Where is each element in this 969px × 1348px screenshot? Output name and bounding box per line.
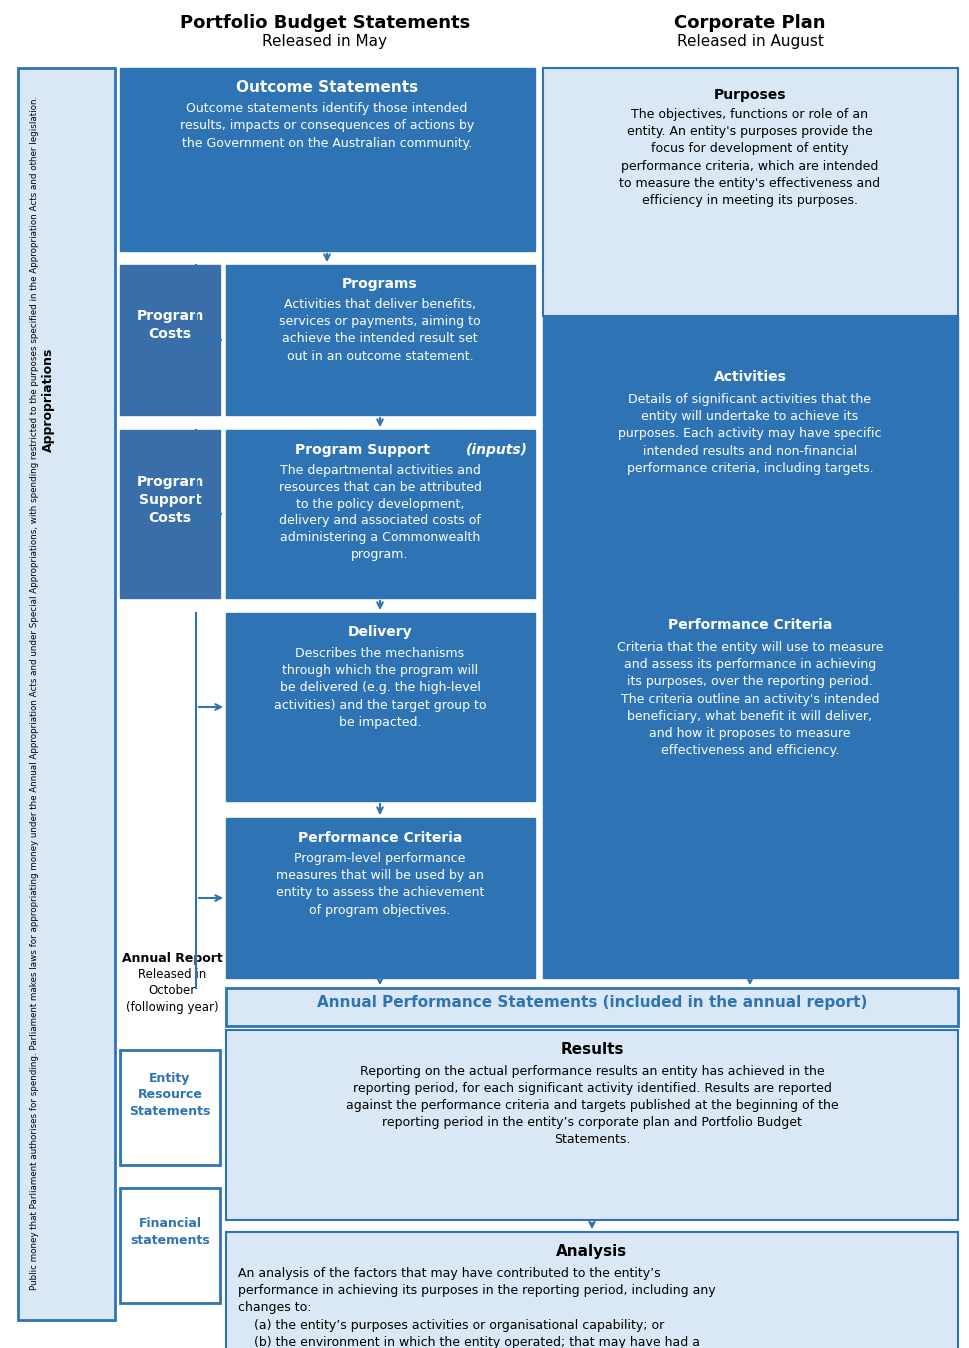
Text: Outcome statements identify those intended
results, impacts or consequences of a: Outcome statements identify those intend… [179,102,474,150]
Bar [543,315,957,599]
Text: Criteria that the entity will use to measure
and assess its performance in achie: Criteria that the entity will use to mea… [616,642,883,758]
Text: Released in May: Released in May [263,34,387,49]
Text: Analysis: Analysis [556,1244,627,1259]
Bar [120,266,220,415]
Bar [120,67,535,251]
Text: Portfolio Budget Statements: Portfolio Budget Statements [179,13,470,32]
Text: Delivery: Delivery [347,625,412,639]
Bar [226,266,535,415]
Text: Financial
statements: Financial statements [130,1217,209,1247]
Bar [120,1188,220,1304]
Bar [226,1030,957,1220]
Bar [18,67,115,1320]
Text: Outcome Statements: Outcome Statements [235,80,418,94]
Bar [226,818,535,979]
Text: Performance Criteria: Performance Criteria [667,617,831,632]
Text: Program-level performance
measures that will be used by an
entity to assess the : Program-level performance measures that … [275,852,484,917]
Bar [120,1050,220,1165]
Bar [226,613,535,801]
Text: Describes the mechanisms
through which the program will
be delivered (e.g. the h: Describes the mechanisms through which t… [273,647,485,729]
Bar [226,430,535,599]
Text: Released in August: Released in August [675,34,823,49]
Text: Program
Costs: Program Costs [137,309,203,341]
Text: Appropriations: Appropriations [42,348,54,452]
Text: Entity
Resource
Statements: Entity Resource Statements [129,1072,210,1117]
Text: Annual Performance Statements (included in the annual report): Annual Performance Statements (included … [317,995,866,1010]
Text: Programs: Programs [342,276,418,291]
Text: Corporate Plan: Corporate Plan [673,13,825,32]
Text: Public money that Parliament authorises for spending. Parliament makes laws for : Public money that Parliament authorises … [30,96,39,1290]
Bar [543,599,957,979]
Bar [226,988,957,1026]
Text: The objectives, functions or role of an
entity. An entity's purposes provide the: The objectives, functions or role of an … [619,108,880,208]
Bar [226,1232,957,1348]
Text: (inputs): (inputs) [465,443,527,457]
Text: Program
Support
Costs: Program Support Costs [137,474,203,526]
Text: Purposes: Purposes [713,88,786,102]
Text: Activities that deliver benefits,
services or payments, aiming to
achieve the in: Activities that deliver benefits, servic… [279,298,481,363]
Text: Annual Report: Annual Report [121,952,222,965]
Text: Reporting on the actual performance results an entity has achieved in the
report: Reporting on the actual performance resu… [345,1065,837,1146]
Text: Details of significant activities that the
entity will undertake to achieve its
: Details of significant activities that t… [617,394,881,474]
Text: An analysis of the factors that may have contributed to the entity’s
performance: An analysis of the factors that may have… [237,1267,715,1348]
Text: Results: Results [560,1042,623,1057]
Text: The departmental activities and
resources that can be attributed
to the policy d: The departmental activities and resource… [278,464,481,561]
Text: Released in
October
(following year): Released in October (following year) [126,968,218,1014]
Text: Activities: Activities [713,369,786,384]
Text: Performance Criteria: Performance Criteria [297,830,461,845]
Bar [120,430,220,599]
Bar [543,67,957,315]
Text: Program Support: Program Support [295,443,434,457]
